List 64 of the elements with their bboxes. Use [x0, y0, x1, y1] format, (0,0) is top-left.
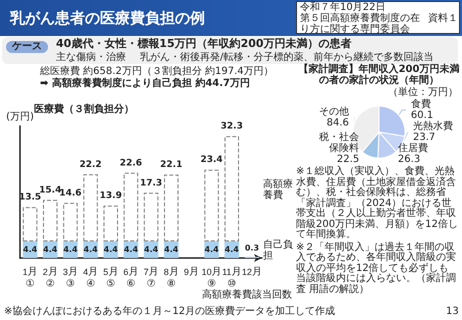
total-label: 13.5	[18, 192, 42, 203]
text: 40歳代・女性・標報15万円（年収約200万円未満）の患者	[56, 37, 352, 50]
total-label: 13.9	[100, 191, 122, 202]
total-label: 23.4	[200, 155, 223, 166]
text: 乳がん・術後再発/転移・分子標的薬、前年から継続で多数回該当	[140, 52, 434, 63]
text: 13	[446, 306, 459, 318]
data-label: 4.4	[124, 245, 138, 254]
chart-title: 【家計調査】年間収入200万円未満の者の家計の状況（年間）	[298, 64, 460, 86]
x-tick-label: 5月 ⑤	[103, 266, 118, 290]
data-label: 4.4	[43, 245, 58, 254]
slice-label: 住居費	[398, 142, 428, 154]
x-tick-label: 4月 ④	[83, 266, 98, 290]
data-label: 4.4	[63, 245, 78, 254]
data-label: 4.4	[83, 245, 98, 254]
text: ※協会けんぽにおけるある年の１月～12月の医療費データを加工して作成	[4, 306, 336, 318]
slice-label: 食費	[410, 98, 431, 110]
x-tick-label: 12月	[242, 266, 262, 278]
text: ※２「年間収入」は過去１年間の収入であるため、各年間収入階級の実収入の平均を12倍しても必ずしも当該階級内には入らない。（家計調査 用語の解説）	[296, 242, 457, 295]
data-label: 22.5	[336, 154, 360, 165]
data-label: 60.1	[410, 110, 434, 121]
total-label: 22.1	[160, 160, 182, 170]
total-label: 22.6	[120, 158, 142, 168]
slice-label: 税・社会保険料	[319, 131, 360, 154]
text: 医療費（３割負担分）	[34, 104, 134, 116]
text: 高額療養費	[263, 178, 293, 201]
x-tick-label: 10月 ⑨	[202, 266, 222, 290]
x-tick-label: 3月 ③	[62, 266, 78, 290]
total-label: 14.6	[59, 188, 82, 198]
text: 資料１	[428, 13, 458, 25]
text: 総医療費 約658.2万円（３割負担分 約197.4万円）	[40, 66, 274, 77]
data-label: 0.3	[244, 243, 260, 252]
data-label: 26.3	[398, 154, 420, 165]
data-label: 4.4	[224, 245, 240, 254]
x-tick-label: 1月 ①	[22, 266, 38, 290]
data-label: 4.4	[204, 245, 220, 254]
text: 第５回高額療養費制度の在り方に関する専門委員会	[300, 13, 421, 35]
total-label: 22.2	[79, 160, 102, 170]
text: ※１総収入（実収入）、食費、光熱水費、住居費（土地家屋借金返済含む）、税・社会保険料は、総務省「家計調査」（2024）における世帯支出（２人以上勤労者世帯、年収階級200万円未満、月額）を12倍して年間換算。	[296, 166, 458, 240]
data-label: 4.4	[164, 245, 179, 254]
x-tick-label: 6月 ⑥	[123, 266, 138, 290]
slice-label: 光熱水費	[413, 120, 453, 132]
x-axis-title: 高額療養費該当回数	[202, 288, 292, 300]
x-tick-label: 8月 ⑧	[164, 266, 179, 290]
y-axis-title: (万円)	[6, 112, 34, 122]
text: 令和７年10月22日	[300, 2, 386, 13]
text: ➡ 高額療養費制度により自己負担 約44.7万円	[40, 78, 250, 90]
data-label: 4.4	[104, 245, 118, 254]
series-label: 自己負担	[263, 238, 293, 262]
chart-title: 乳がん患者の医療費負担の例	[10, 9, 205, 28]
total-label: 32.3	[220, 122, 243, 132]
chart-subtitle: （単位：万円）	[388, 87, 458, 98]
total-label: 15.4	[39, 185, 62, 196]
x-tick-label: 9月	[184, 266, 199, 278]
x-tick-label: 2月 ②	[42, 266, 58, 290]
text: ケース	[6, 41, 48, 53]
text: 主な傷病・治療	[56, 52, 126, 64]
data-label: 4.4	[144, 245, 159, 254]
x-tick-label: 7月 ⑦	[144, 266, 159, 290]
data-label: 23.7	[413, 132, 436, 143]
data-label: 4.4	[22, 245, 38, 254]
x-tick-label: 11月 ⑩	[222, 266, 242, 290]
data-label: 84.6	[326, 117, 349, 128]
total-label: 17.3	[140, 178, 162, 188]
slice-label: その他	[318, 105, 349, 118]
